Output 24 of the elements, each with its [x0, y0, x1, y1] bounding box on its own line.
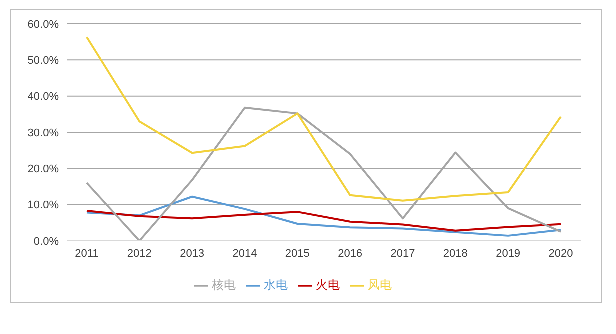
y-tick-label: 60.0%	[28, 18, 60, 31]
x-tick-label: 2016	[338, 248, 363, 260]
y-tick-label: 0.0%	[34, 236, 60, 248]
y-tick-label: 40.0%	[28, 91, 60, 104]
legend-label: 火电	[316, 278, 340, 292]
x-tick-label: 2020	[548, 248, 574, 260]
y-tick-label: 30.0%	[28, 127, 60, 140]
x-tick-label: 2014	[232, 248, 258, 260]
line-series	[86, 196, 562, 237]
legend-label: 风电	[368, 278, 392, 292]
y-tick-label: 10.0%	[28, 200, 60, 212]
x-tick-label: 2011	[75, 248, 99, 260]
legend-label: 核电	[212, 278, 236, 292]
x-tick-label: 2018	[443, 248, 468, 260]
x-tick-label: 2015	[285, 248, 310, 260]
x-tick-label: 2013	[180, 248, 205, 260]
line-series	[86, 210, 562, 232]
x-tick-label: 2019	[496, 248, 521, 260]
y-tick-label: 50.0%	[28, 55, 60, 68]
x-tick-label: 2017	[390, 248, 416, 260]
legend-label: 水电	[264, 278, 288, 292]
x-tick-label: 2012	[127, 248, 152, 260]
y-tick-label: 20.0%	[28, 164, 60, 176]
line-series	[86, 36, 562, 202]
